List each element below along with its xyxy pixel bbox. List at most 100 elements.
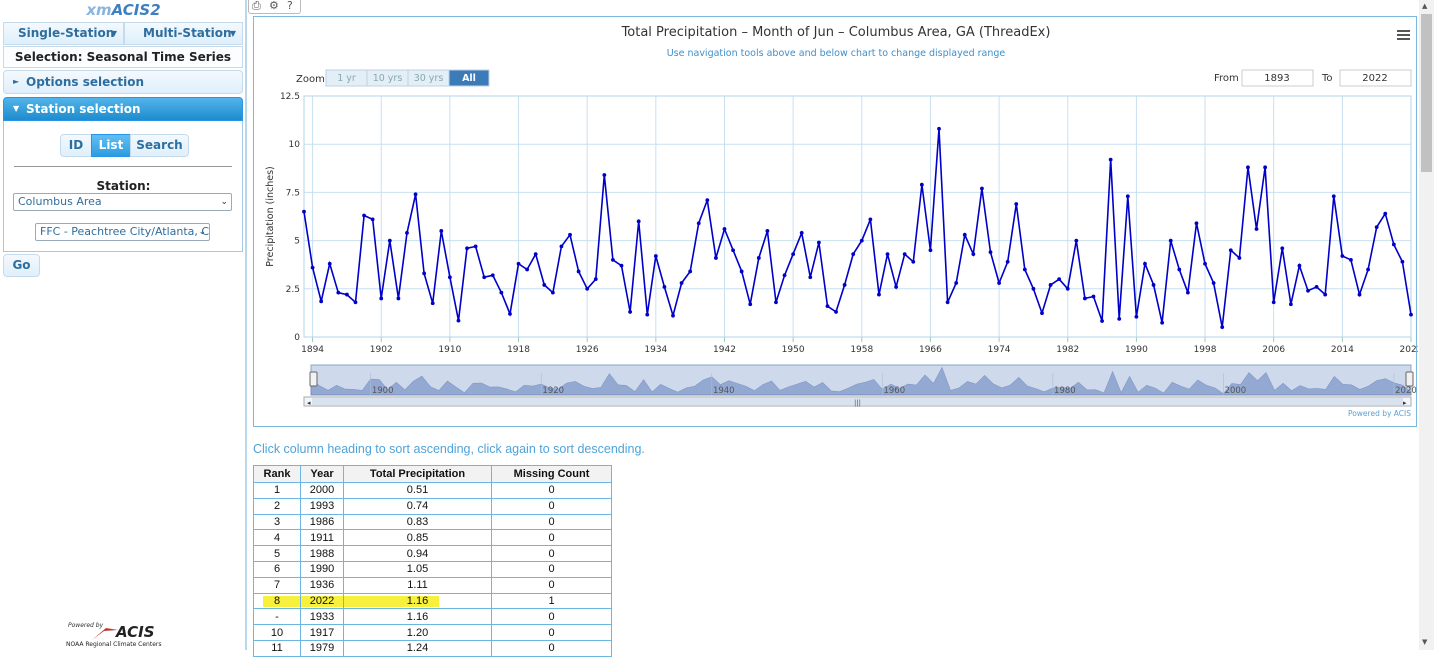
data-point <box>542 283 547 287</box>
network-select-value: FFC - Peachtree City/Atlanta, C <box>40 225 210 238</box>
network-select[interactable]: FFC - Peachtree City/Atlanta, C ⌄ <box>35 223 210 241</box>
scroll-down-icon[interactable]: ▼ <box>1422 638 1428 646</box>
table-cell: 0.83 <box>343 513 492 531</box>
help-icon[interactable]: ? <box>287 0 293 12</box>
data-point <box>576 269 581 274</box>
table-cell: 1936 <box>300 576 344 594</box>
navigator-handle[interactable] <box>1405 371 1414 387</box>
data-point <box>499 290 504 295</box>
station-select[interactable]: Columbus Area ⌄ <box>13 193 232 211</box>
go-button[interactable]: Go <box>3 254 40 277</box>
to-label: To <box>1321 73 1333 84</box>
table-cell: 7 <box>253 576 301 594</box>
table-cell: 3 <box>253 513 301 531</box>
navigator-handle[interactable] <box>309 371 318 387</box>
single-station-button[interactable]: Single-Station ▼ <box>3 22 124 45</box>
table-cell: 0 <box>491 560 612 578</box>
data-point <box>877 292 881 297</box>
table-cell: 5 <box>253 545 301 562</box>
print-icon[interactable]: ⎙ <box>252 0 261 12</box>
data-point <box>1117 316 1122 321</box>
vertical-scrollbar[interactable]: ▲ ▼ <box>1419 0 1434 650</box>
tab-list[interactable]: List <box>91 134 131 157</box>
precipitation-series-line <box>303 128 1412 328</box>
data-point <box>894 284 899 289</box>
data-point <box>1323 292 1328 297</box>
zoom-button-label: All <box>462 73 476 84</box>
data-point <box>799 230 804 235</box>
table-cell: 0.74 <box>343 497 492 515</box>
column-header-missing-count[interactable]: Missing Count <box>491 465 612 483</box>
data-point <box>731 248 735 253</box>
table-cell: 1990 <box>300 560 344 578</box>
table-row: 5 1988 0.94 0 <box>253 545 612 562</box>
data-point <box>1254 227 1259 231</box>
table-cell: 1 <box>491 592 612 610</box>
table-cell: 0 <box>491 545 612 562</box>
data-point <box>362 213 366 218</box>
navigator-tick-label: 1960 <box>883 386 905 396</box>
table-row: -1933 1.16 0 <box>253 608 612 626</box>
app-logo: xmACIS2 <box>86 1 161 19</box>
data-point <box>868 217 873 222</box>
data-point <box>1409 312 1413 317</box>
column-header-rank[interactable]: Rank <box>253 465 301 483</box>
navigator-series-area <box>310 366 1412 396</box>
table-cell: 0 <box>491 513 612 531</box>
table-cell: 6 <box>253 560 301 578</box>
divider <box>14 166 232 167</box>
multi-station-button[interactable]: Multi-Station ▼ <box>124 22 243 45</box>
scroll-left-icon: ◂ <box>307 399 311 407</box>
scrollbar-grip-icon: ||| <box>854 399 861 407</box>
data-point <box>911 259 916 264</box>
gear-icon[interactable]: ⚙ <box>269 0 279 12</box>
y-tick-label: 0 <box>294 333 300 343</box>
data-point <box>1048 283 1053 287</box>
data-point <box>413 192 418 197</box>
navigator-tick-label: 2020 <box>1395 386 1417 396</box>
data-point <box>1349 257 1353 262</box>
table-cell: 0 <box>491 624 612 641</box>
data-point <box>1108 157 1113 162</box>
data-point <box>1331 194 1336 199</box>
data-point <box>447 275 452 280</box>
data-point <box>405 230 409 235</box>
data-point <box>1022 267 1027 272</box>
navigator-tick-label: 1940 <box>713 386 735 396</box>
x-tick-label: 1902 <box>370 345 393 355</box>
data-point <box>533 252 538 256</box>
table-cell: - <box>253 608 301 626</box>
table-cell: 1917 <box>300 624 344 641</box>
data-point <box>345 292 349 297</box>
data-point <box>662 284 667 289</box>
table-cell: 1 <box>253 482 301 499</box>
to-input[interactable] <box>1339 69 1412 87</box>
station-selection-header[interactable]: ▼ Station selection <box>3 97 243 121</box>
scrollbar-thumb[interactable] <box>1421 14 1432 172</box>
data-point <box>714 256 718 260</box>
y-tick-label: 7.5 <box>286 188 300 198</box>
data-point <box>1031 286 1036 291</box>
table-row: 1 2000 0.51 0 <box>253 482 612 499</box>
tab-search[interactable]: Search <box>130 134 189 157</box>
table-row: 11 1979 1.24 0 <box>253 639 612 657</box>
from-input[interactable] <box>1241 69 1314 87</box>
data-point <box>997 281 1001 285</box>
data-point <box>619 263 624 268</box>
column-header-total-precipitation[interactable]: Total Precipitation <box>343 465 492 483</box>
left-panel: xmACIS2 Single-Station ▼ Multi-Station ▼… <box>0 0 247 650</box>
table-row: 3 1986 0.83 0 <box>253 513 612 531</box>
column-header-year[interactable]: Year <box>300 465 344 483</box>
chart-subtitle: Use navigation tools above and below cha… <box>667 48 1006 59</box>
data-point <box>327 261 332 266</box>
data-point <box>1065 286 1070 291</box>
scroll-up-icon[interactable]: ▲ <box>1422 2 1428 10</box>
options-selection-header[interactable]: ► Options selection <box>3 70 243 94</box>
data-point <box>980 186 984 191</box>
tab-id[interactable]: ID <box>60 134 92 157</box>
data-point <box>1194 221 1199 226</box>
data-point <box>516 261 521 266</box>
data-point <box>902 252 907 256</box>
table-cell: 1993 <box>300 497 344 515</box>
zoom-button-All[interactable] <box>448 69 490 87</box>
